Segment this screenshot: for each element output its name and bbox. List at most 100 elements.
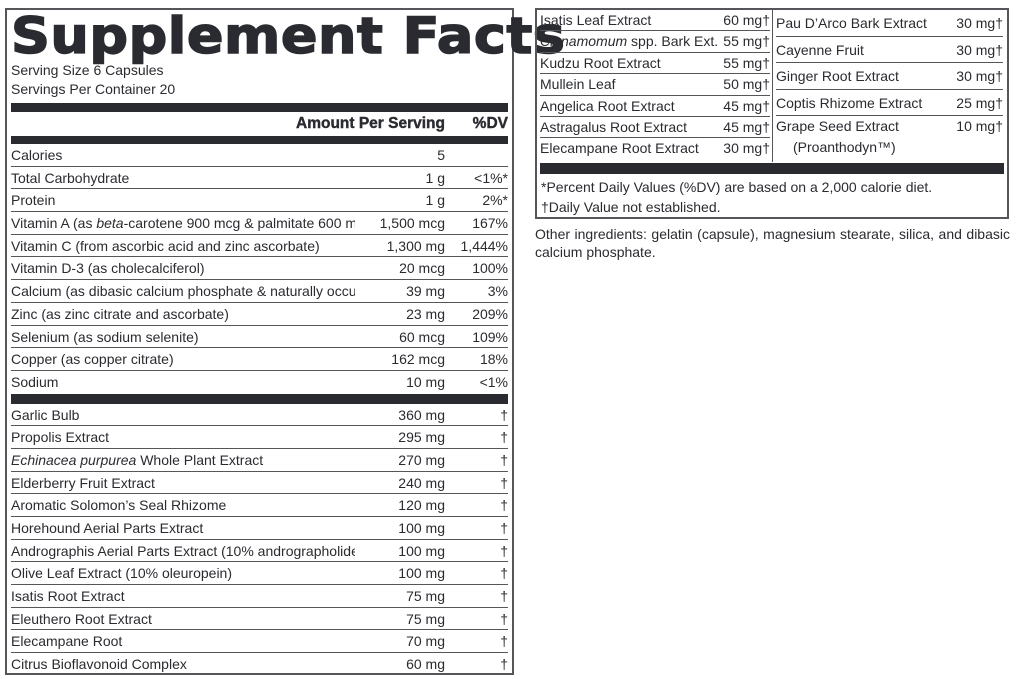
- amount: 45 mg†: [723, 97, 770, 114]
- dv-header: %DV: [472, 115, 508, 132]
- amount: 295 mg: [398, 429, 445, 446]
- amount: 100 mg: [398, 565, 445, 582]
- daily-value: †: [500, 406, 508, 423]
- table-row: Calories 5: [11, 144, 508, 167]
- amount: 20 mcg: [399, 260, 445, 277]
- ingredient-name: Kudzu Root Extract: [540, 54, 661, 71]
- daily-value: 109%: [472, 328, 508, 345]
- amount: 60 mcg: [399, 328, 445, 345]
- daily-value: †: [500, 565, 508, 582]
- table-row: Angelica Root Extract 45 mg†: [540, 96, 770, 117]
- footnote-dagger: †Daily Value not established.: [541, 199, 721, 215]
- amount-header: Amount Per Serving: [296, 115, 445, 132]
- ingredient-name: Calories: [11, 147, 63, 163]
- amount: 162 mcg: [391, 351, 445, 368]
- amount: 75 mg: [406, 588, 445, 605]
- table-row: Echinacea purpurea Whole Plant Extract 27…: [11, 449, 508, 472]
- divider-bar: [540, 163, 1004, 174]
- amount: 23 mg: [406, 305, 445, 322]
- table-row: Cinnamomum spp. Bark Ext. 55 mg†: [540, 31, 770, 53]
- daily-value: †: [500, 474, 508, 491]
- amount: 70 mg: [406, 633, 445, 650]
- name-segment: Whole Plant Extract: [136, 451, 264, 468]
- ingredient-name: Horehound Aerial Parts Extract: [11, 520, 204, 536]
- ingredient-name: Protein: [11, 192, 56, 209]
- serving-size: Serving Size 6 Capsules: [11, 62, 164, 78]
- daily-value: <1%*: [474, 169, 508, 186]
- divider-bar: [11, 393, 508, 404]
- amount: 45 mg†: [723, 118, 770, 135]
- ingredient-name: Coptis Rhizome Extract: [776, 94, 923, 111]
- table-row: Kudzu Root Extract 55 mg†: [540, 53, 770, 75]
- ingredient-name: Pau D’Arco Bark Extract: [776, 15, 927, 31]
- table-row: Isatis Leaf Extract 60 mg†: [540, 10, 770, 32]
- name-segment: Cinnamomum: [540, 33, 628, 50]
- table-row: Eleuthero Root Extract 75 mg †: [11, 608, 508, 631]
- ingredient-name: Olive Leaf Extract (10% oleuropein): [11, 565, 232, 582]
- ingredient-name: Eleuthero Root Extract: [11, 610, 152, 627]
- daily-value: †: [500, 497, 508, 514]
- ingredient-name: Cinnamomum spp. Bark Ext.: [540, 31, 723, 51]
- ingredient-name: Total Carbohydrate: [11, 169, 130, 186]
- table-row: Copper (as copper citrate) 162 mcg 18%: [11, 348, 508, 371]
- amount: 1,500 mcg: [379, 215, 445, 232]
- name-segment: beta: [96, 215, 124, 232]
- ingredient-name: Isatis Root Extract: [11, 588, 125, 605]
- table-row: Propolis Extract 295 mg †: [11, 426, 508, 449]
- table-row: Andrographis Aerial Parts Extract (10% a…: [11, 540, 508, 563]
- amount: 1 g: [425, 192, 445, 209]
- table-row: Ginger Root Extract 30 mg†: [776, 63, 1003, 90]
- ingredient-name: Grape Seed Extract (Proanthodyn™): [776, 116, 956, 158]
- table-row: Mullein Leaf 50 mg†: [540, 74, 770, 96]
- ingredient-name: Elderberry Fruit Extract: [11, 474, 155, 491]
- table-row: Selenium (as sodium selenite) 60 mcg 109%: [11, 326, 508, 349]
- ingredient-name: Andrographis Aerial Parts Extract (10% a…: [11, 542, 355, 559]
- continued-right-column: Pau D’Arco Bark Extract 30 mg† Cayenne Fru…: [773, 10, 1003, 162]
- supplement-facts-continued-panel: Isatis Leaf Extract 60 mg† Cinnamomum spp.…: [535, 8, 1009, 219]
- column-header: Amount Per Serving %DV: [11, 112, 508, 136]
- daily-value: †: [500, 588, 508, 605]
- ingredient-name: Echinacea purpurea Whole Plant Extract: [11, 449, 355, 471]
- amount: 30 mg†: [956, 15, 1003, 31]
- botanical-table: Garlic Bulb 360 mg † Propolis Extract 295 mg…: [11, 404, 508, 676]
- table-row: Olive Leaf Extract (10% oleuropein) 100 m…: [11, 562, 508, 586]
- ingredient-name: Calcium (as dibasic calcium phosphate & …: [11, 283, 355, 300]
- ingredient-name: Elecampane Root: [11, 633, 123, 650]
- amount: 25 mg†: [956, 94, 1003, 111]
- ingredient-name: Sodium: [11, 373, 59, 390]
- name-segment: Vitamin A (as: [11, 215, 97, 232]
- amount: 55 mg†: [723, 54, 770, 71]
- amount: 1 g: [425, 169, 445, 186]
- daily-value: 167%: [472, 215, 508, 232]
- name-segment: -carotene 900 mcg & palmitate 600 mcg): [123, 215, 355, 232]
- table-row: Elderberry Fruit Extract 240 mg †: [11, 472, 508, 495]
- daily-value: [445, 144, 508, 166]
- table-row: Protein 1 g 2%*: [11, 189, 508, 213]
- amount: 30 mg†: [956, 41, 1003, 58]
- table-row: Zinc (as zinc citrate and ascorbate) 23 m…: [11, 303, 508, 326]
- ingredient-name: Citrus Bioflavonoid Complex: [11, 656, 187, 673]
- ingredient-name: Aromatic Solomon’s Seal Rhizome: [11, 497, 227, 514]
- amount: 30 mg†: [956, 68, 1003, 85]
- ingredient-name: Vitamin C (from ascorbic acid and zinc a…: [11, 237, 320, 254]
- table-row: Citrus Bioflavonoid Complex 60 mg †: [11, 653, 508, 676]
- ingredient-name: Vitamin D-3 (as cholecalciferol): [11, 260, 205, 277]
- amount: 1,300 mg: [386, 237, 445, 254]
- amount: 10 mg†: [956, 118, 1003, 135]
- daily-value: †: [500, 633, 508, 650]
- ingredient-name: Grape Seed Extract: [776, 118, 899, 135]
- ingredient-name: Isatis Leaf Extract: [540, 12, 652, 28]
- ingredient-subname: (Proanthodyn™): [793, 139, 896, 156]
- table-row: Sodium 10 mg <1%: [11, 371, 508, 394]
- table-row: Vitamin A (as beta-carotene 900 mcg & pa…: [11, 212, 508, 235]
- daily-value: 3%: [487, 283, 508, 300]
- daily-value: 2%*: [482, 192, 508, 209]
- amount: 100 mg: [398, 542, 445, 559]
- amount: 39 mg: [406, 283, 445, 300]
- table-row: Coptis Rhizome Extract 25 mg†: [776, 90, 1003, 117]
- supplement-facts-panel: Supplement Facts Serving Size 6 Capsules…: [5, 8, 566, 676]
- other-ingredients: Other ingredients: gelatin (capsule), ma…: [535, 226, 1010, 260]
- ingredient-name: Vitamin A (as beta-carotene 900 mcg & pa…: [11, 212, 355, 234]
- amount: 75 mg: [406, 610, 445, 627]
- ingredient-name: Ginger Root Extract: [776, 68, 899, 85]
